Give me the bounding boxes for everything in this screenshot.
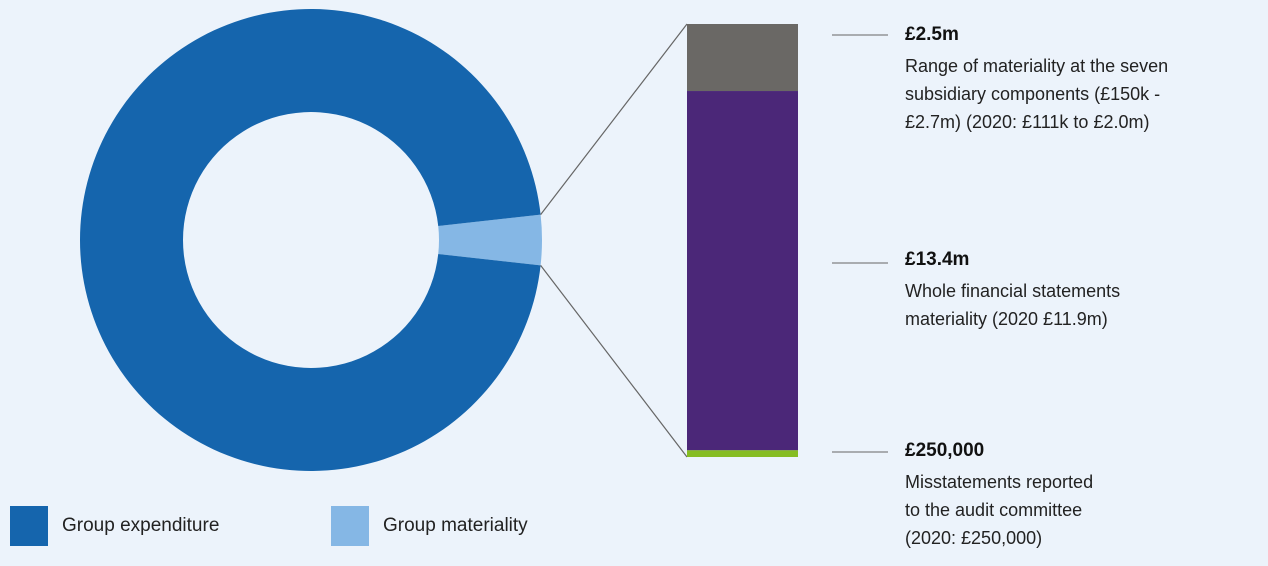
stacked-bar: [687, 24, 798, 457]
callout-leader-lines: [832, 34, 888, 453]
connector-line-top: [540, 23, 688, 216]
callout-misstatements: £250,000 Misstatements reported to the a…: [905, 440, 1265, 552]
callout-line: materiality (2020 £11.9m): [905, 309, 1108, 329]
callout-value: £2.5m: [905, 24, 959, 45]
bar-segment-1: [687, 24, 798, 92]
connector-line-bottom: [540, 264, 688, 458]
donut-slice-group-expenditure: [80, 8, 541, 471]
donut-chart: [80, 8, 542, 471]
callout-line: subsidiary components (£150k -: [905, 84, 1161, 104]
legend-label-group-expenditure: Group expenditure: [62, 515, 220, 536]
callout-line: (2020: £250,000): [905, 528, 1043, 548]
callout-value: £250,000: [905, 440, 985, 461]
callout-line: Whole financial statements: [905, 281, 1121, 301]
bar-segment-2: [687, 91, 798, 451]
callout-line: £2.7m) (2020: £111k to £2.0m): [905, 112, 1150, 132]
callout-description: Misstatements reported to the audit comm…: [905, 468, 1265, 552]
legend-item-group-materiality: Group materiality: [331, 506, 528, 546]
callout-value: £13.4m: [905, 249, 970, 270]
callout-line: Range of materiality at the seven: [905, 56, 1169, 76]
callout-line: Misstatements reported: [905, 472, 1094, 492]
callout-subsidiary-range: £2.5m Range of materiality at the seven …: [905, 24, 1265, 136]
callout-whole-fs-materiality: £13.4m Whole financial statements materi…: [905, 249, 1265, 333]
callout-line: to the audit committee: [905, 500, 1083, 520]
legend-swatch-group-expenditure: [10, 506, 48, 546]
legend-label-group-materiality: Group materiality: [383, 515, 528, 536]
connector-lines: [540, 23, 688, 458]
legend-item-group-expenditure: Group expenditure: [10, 506, 219, 546]
callout-description: Range of materiality at the seven subsid…: [905, 52, 1265, 136]
legend-swatch-group-materiality: [331, 506, 369, 546]
donut-slice-group-materiality: [438, 214, 542, 266]
callout-description: Whole financial statements materiality (…: [905, 277, 1265, 333]
bar-segment-3: [687, 450, 798, 457]
